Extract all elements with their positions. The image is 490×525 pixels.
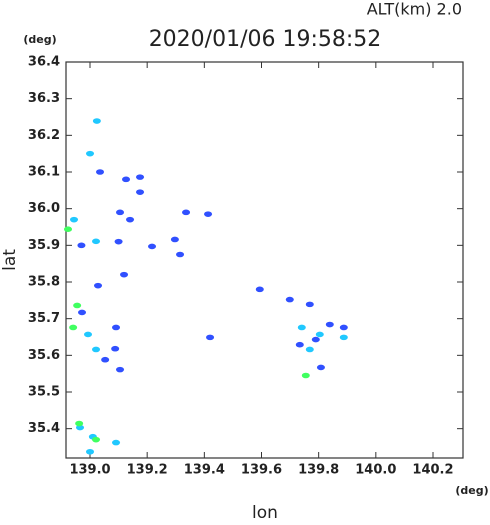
- echo-point: [305, 346, 314, 353]
- y-tick-label: 35.6: [28, 348, 60, 363]
- y-tick-label: 36.0: [28, 201, 60, 216]
- echo-point: [204, 211, 213, 217]
- plot-frame: [65, 61, 464, 459]
- echo-point: [112, 324, 121, 331]
- echo-point: [64, 226, 73, 232]
- y-tick-label: 35.8: [28, 275, 60, 290]
- echo-point: [69, 324, 78, 331]
- x-tick-label: 139.4: [184, 463, 225, 478]
- echo-point: [126, 216, 135, 223]
- y-axis-title: lat: [0, 249, 20, 271]
- x-unit: (deg): [455, 484, 488, 497]
- echo-point: [78, 309, 87, 316]
- echo-point: [86, 448, 95, 455]
- echo-point: [206, 334, 215, 341]
- echo-point: [70, 216, 79, 223]
- echo-point: [116, 209, 125, 216]
- echo-point: [86, 150, 95, 157]
- y-tick-label: 36.2: [28, 128, 60, 143]
- echo-point: [339, 334, 348, 341]
- echo-point: [101, 356, 110, 363]
- echo-point: [339, 324, 348, 331]
- echo-point: [84, 331, 93, 338]
- chart-title: 2020/01/06 19:58:52: [149, 27, 382, 52]
- echo-point: [325, 321, 334, 328]
- echo-point: [111, 345, 120, 352]
- echo-point: [94, 282, 103, 289]
- echo-point: [182, 209, 191, 216]
- echo-point: [92, 238, 101, 245]
- x-axis-title: lon: [252, 503, 278, 521]
- echo-point: [112, 439, 121, 446]
- echo-point: [77, 242, 86, 249]
- y-tick-label: 36.3: [28, 91, 60, 106]
- echo-point: [148, 243, 157, 250]
- echo-point: [170, 236, 179, 243]
- y-unit: (deg): [23, 33, 56, 46]
- y-tick-label: 35.9: [28, 238, 60, 253]
- echo-point: [92, 346, 101, 353]
- x-tick-label: 140.0: [355, 463, 396, 478]
- echo-point: [73, 302, 82, 309]
- echo-point: [120, 271, 129, 278]
- echo-point: [311, 336, 320, 343]
- echo-point: [305, 301, 314, 308]
- echo-point: [315, 331, 324, 338]
- echo-point: [75, 420, 84, 427]
- echo-point: [122, 176, 131, 183]
- echo-point: [136, 174, 145, 180]
- x-tick-label: 139.0: [69, 463, 110, 478]
- echo-point: [285, 296, 294, 303]
- echo-point: [92, 118, 101, 124]
- y-tick-label: 36.4: [28, 55, 60, 70]
- echo-point: [116, 366, 125, 373]
- echo-point: [92, 436, 101, 443]
- x-tick-label: 140.2: [412, 463, 453, 478]
- y-tick-label: 35.7: [28, 311, 60, 326]
- echo-point: [96, 169, 105, 175]
- echo-point: [316, 364, 325, 371]
- echo-point: [297, 324, 306, 331]
- x-tick-label: 139.2: [127, 463, 168, 478]
- echo-point: [255, 286, 264, 293]
- x-tick-label: 139.6: [241, 463, 282, 478]
- altitude-label: ALT(km) 2.0: [367, 0, 462, 19]
- echo-point: [301, 372, 310, 379]
- echo-point: [136, 189, 145, 195]
- x-tick-label: 139.8: [298, 463, 339, 478]
- y-tick-label: 36.1: [28, 165, 60, 180]
- echo-point: [295, 341, 304, 348]
- echo-point: [114, 238, 123, 245]
- y-tick-label: 35.4: [28, 421, 60, 436]
- y-tick-label: 35.5: [28, 385, 60, 400]
- echo-point: [176, 251, 185, 258]
